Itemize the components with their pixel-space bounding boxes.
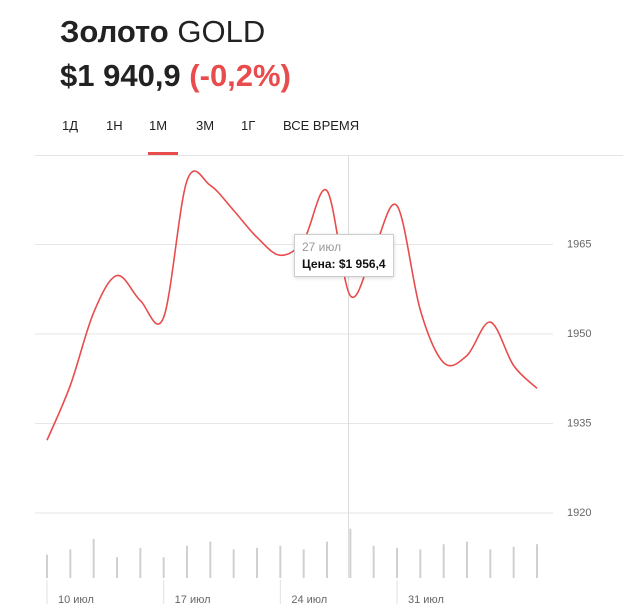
volume-bar [349, 528, 352, 578]
instrument-name: Золото [60, 14, 169, 49]
volume-bar [442, 544, 445, 578]
x-tick-label: 17 июл [175, 594, 211, 606]
volume-bar [232, 549, 235, 578]
x-tick-label: 31 июл [408, 594, 444, 606]
period-tab[interactable]: 3М [196, 118, 215, 133]
volume-bar [256, 547, 258, 578]
volume-bar [536, 544, 538, 578]
price-line [46, 170, 538, 441]
volume-bar [372, 545, 375, 578]
instrument-ticker: GOLD [177, 14, 266, 49]
volume-bar [186, 545, 188, 578]
volume-bar [326, 541, 328, 578]
period-tab[interactable]: 1М [149, 118, 168, 133]
active-tab-underline [148, 152, 178, 155]
volume-bar [139, 547, 142, 578]
tooltip: 27 июл Цена: $1 956,4 [294, 233, 394, 277]
volume-bar [46, 554, 48, 578]
volume-bar [466, 541, 468, 578]
tooltip-value: $1 956,4 [338, 256, 386, 271]
y-tick-label: 1935 [567, 417, 591, 429]
volume-bar [116, 557, 118, 578]
price-change: (-0,2%) [189, 58, 291, 93]
tooltip-label: Цена: [302, 256, 336, 271]
volume-bar [69, 549, 72, 578]
volume-bar [279, 545, 282, 578]
volume-bar [396, 547, 398, 578]
price-line: $1 940,9 (-0,2%) [60, 58, 291, 94]
period-tab[interactable]: ВСЕ ВРЕМЯ [283, 118, 360, 133]
y-tick-label: 1920 [567, 507, 591, 519]
instrument-title: Золото GOLD [60, 14, 265, 50]
volume-bar [92, 539, 95, 578]
tooltip-date: 27 июл [302, 239, 342, 254]
y-tick-label: 1965 [567, 238, 591, 250]
tooltip-price: Цена: $1 956,4 [302, 257, 386, 271]
x-tick-label: 24 июл [291, 594, 327, 606]
volume-bar [512, 546, 515, 578]
period-tab[interactable]: 1Г [241, 118, 256, 133]
x-tick-label: 10 июл [58, 594, 94, 606]
volume-bar [162, 557, 165, 578]
period-tab[interactable]: 1Н [106, 118, 123, 133]
y-tick-label: 1950 [567, 328, 591, 340]
volume-bar [419, 549, 422, 578]
volume-bar [489, 549, 492, 578]
volume-bar [209, 541, 212, 578]
volume-bar [302, 549, 305, 578]
period-tab[interactable]: 1Д [62, 118, 79, 133]
price: $1 940,9 [60, 58, 181, 93]
